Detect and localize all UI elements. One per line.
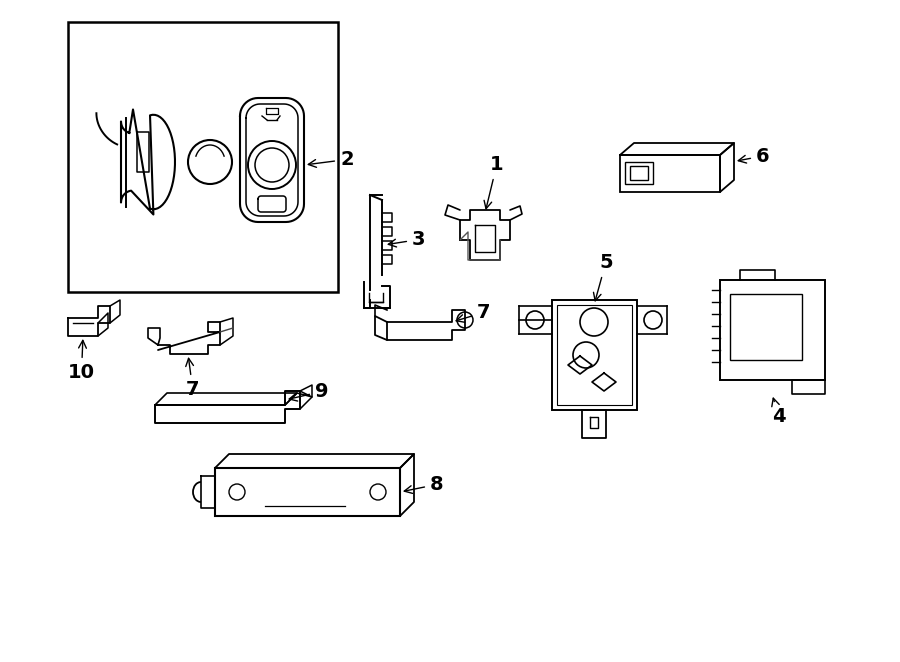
Text: 7: 7 xyxy=(185,358,200,399)
Text: 5: 5 xyxy=(593,253,613,301)
Text: 8: 8 xyxy=(404,475,444,494)
Text: 6: 6 xyxy=(738,146,770,166)
Bar xyxy=(730,294,802,360)
Bar xyxy=(215,468,400,516)
Bar xyxy=(630,166,648,180)
Text: 9: 9 xyxy=(289,382,328,401)
Text: 1: 1 xyxy=(484,155,504,209)
Bar xyxy=(720,280,825,380)
Text: 3: 3 xyxy=(388,230,426,249)
Text: 2: 2 xyxy=(309,150,354,169)
Bar xyxy=(557,305,632,405)
Bar xyxy=(68,22,338,292)
Text: 4: 4 xyxy=(772,398,786,426)
Bar xyxy=(620,155,720,192)
Text: 10: 10 xyxy=(68,340,95,382)
Bar xyxy=(625,162,653,184)
Bar xyxy=(552,300,637,410)
Text: 7: 7 xyxy=(456,303,491,322)
